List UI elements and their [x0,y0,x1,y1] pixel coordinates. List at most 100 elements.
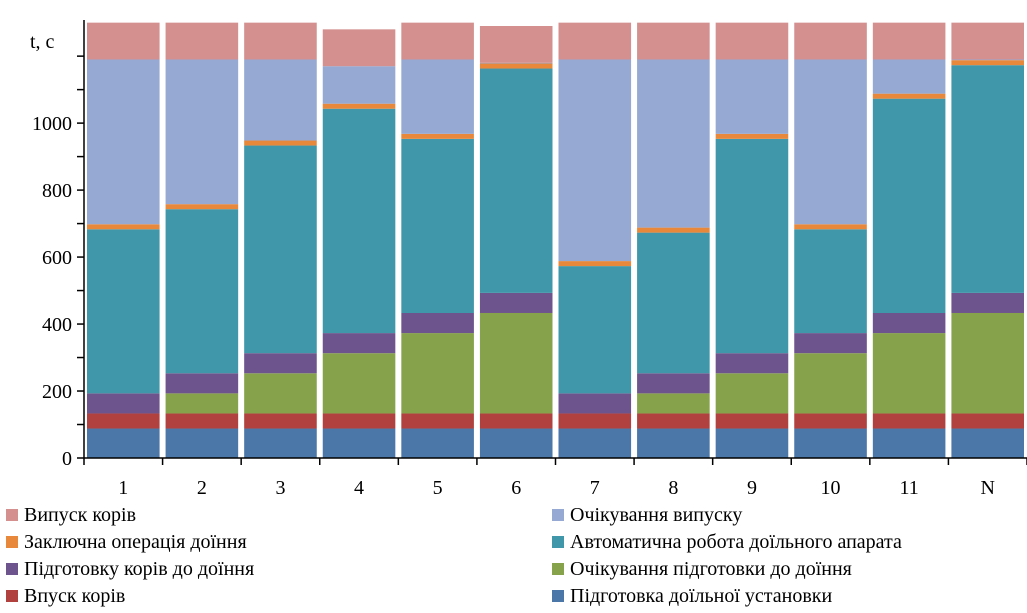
bar-segment-8-cat-7 [558,22,632,60]
bar-segment-6-cat-8 [637,227,710,233]
bar-segment-1-cat-6 [479,428,553,458]
bar-segment-7-cat-5 [401,59,474,134]
bar-segment-4-cat-8 [637,373,710,394]
bar-segment-3-cat-11 [872,333,946,414]
legend-swatch [552,509,564,521]
legend-item: Випуск корів [6,503,136,527]
legend-item: Заключна операція доїння [6,530,247,554]
legend-swatch [552,563,564,575]
bar-segment-7-cat-4 [322,66,396,104]
bar-segment-2-cat-7 [558,413,632,429]
bar-segment-5-cat-6 [479,68,553,293]
bar-segment-2-cat-11 [872,413,946,429]
bar-segment-6-cat-7 [558,261,632,267]
legend-label: Очікування підготовки до доїння [570,558,852,580]
bar-segment-5-cat-1 [87,229,160,394]
bar-segment-8-cat-N [951,22,1024,60]
bar-segment-7-cat-2 [165,59,239,205]
bar-segment-7-cat-3 [244,59,317,141]
bar-segment-4-cat-3 [244,353,317,374]
bar-segment-7-cat-10 [794,59,867,225]
bar-segment-5-cat-10 [794,229,867,334]
bar-segment-6-cat-10 [794,224,867,230]
legend-swatch [552,536,564,548]
legend-label: Підготовка доїльної установки [570,585,833,607]
bar-segment-6-cat-2 [165,204,239,210]
legend-swatch [6,590,18,602]
bar-segment-6-cat-9 [715,133,789,139]
bar-segment-1-cat-4 [322,428,396,458]
bar-segment-3-cat-10 [794,353,867,414]
bar-segment-5-cat-N [951,65,1024,293]
bar-segment-5-cat-2 [165,209,239,374]
bar-segment-2-cat-3 [244,413,317,429]
x-tick-label: 1 [118,477,128,499]
x-tick-label: 11 [899,477,918,499]
bar-segment-2-cat-9 [715,413,789,429]
legend: Випуск корів Очікування випуску Заключна о… [0,502,1027,613]
bar-segment-4-cat-4 [322,333,396,354]
axes-layer: 0 200 400 600 800 1000 1 2 3 4 5 6 7 8 9 10 11 N [32,20,1027,499]
legend-label: Випуск корів [24,504,137,526]
bar-segment-6-cat-N [951,60,1024,66]
y-tick-label: 200 [42,381,72,403]
x-tick-label: 7 [590,477,600,499]
bar-segment-3-cat-N [951,313,1024,414]
bar-segment-1-cat-11 [872,428,946,458]
bar-segment-2-cat-8 [637,413,710,429]
bar-segment-2-cat-6 [479,413,553,429]
bar-segment-3-cat-9 [715,373,789,414]
legend-swatch [6,509,18,521]
bar-segment-6-cat-5 [401,133,474,139]
bar-segment-1-cat-N [951,428,1024,458]
legend-label: Автоматична робота доїльного апарата [570,531,902,553]
x-tick-label: 9 [747,477,757,499]
legend-swatch [6,563,18,575]
bar-segment-1-cat-3 [244,428,317,458]
bar-segment-7-cat-1 [87,59,160,225]
bar-segment-6-cat-1 [87,224,160,230]
legend-label: Підготовку корів до доїння [24,558,255,580]
bar-segment-4-cat-11 [872,313,946,334]
bar-segment-3-cat-4 [322,353,396,414]
bar-segment-1-cat-10 [794,428,867,458]
bar-segment-4-cat-9 [715,353,789,374]
bar-segment-8-cat-9 [715,22,789,60]
x-tick-label: 5 [433,477,443,499]
bar-segment-8-cat-1 [87,22,160,60]
bars-layer [87,22,1024,458]
legend-swatch [552,590,564,602]
legend-label: Впуск корів [24,585,126,607]
bar-segment-2-cat-N [951,413,1024,429]
bar-segment-4-cat-5 [401,313,474,334]
bar-segment-6-cat-6 [479,63,553,69]
bar-segment-1-cat-8 [637,428,710,458]
x-tick-label: 2 [197,477,207,499]
bar-segment-1-cat-9 [715,428,789,458]
bar-segment-7-cat-7 [558,59,632,262]
stacked-bar-chart: 0 200 400 600 800 1000 1 2 3 4 5 6 7 8 9 10 11 N t, с [30,20,1027,499]
legend-item: Очікування підготовки до доїння [552,557,852,581]
bar-segment-8-cat-4 [322,29,396,67]
bar-segment-4-cat-1 [87,393,160,414]
y-tick-label: 400 [42,314,72,336]
bar-segment-8-cat-10 [794,22,867,60]
bar-segment-4-cat-7 [558,393,632,414]
bar-segment-7-cat-9 [715,59,789,134]
bar-segment-1-cat-1 [87,428,160,458]
bar-segment-8-cat-5 [401,22,474,60]
bar-segment-5-cat-8 [637,232,710,374]
legend-item: Підготовка доїльної установки [552,584,832,608]
y-axis-label: t, с [30,31,55,53]
legend-item: Автоматична робота доїльного апарата [552,530,902,554]
bar-segment-7-cat-N [951,59,1024,61]
x-tick-label: 4 [354,477,364,499]
bar-segment-3-cat-2 [165,393,239,414]
bar-segment-7-cat-11 [872,59,946,94]
legend-item: Очікування випуску [552,503,742,527]
bar-segment-3-cat-6 [479,313,553,414]
bar-segment-7-cat-8 [637,59,710,228]
bar-segment-2-cat-4 [322,413,396,429]
bar-segment-6-cat-11 [872,93,946,99]
bar-segment-4-cat-10 [794,333,867,354]
